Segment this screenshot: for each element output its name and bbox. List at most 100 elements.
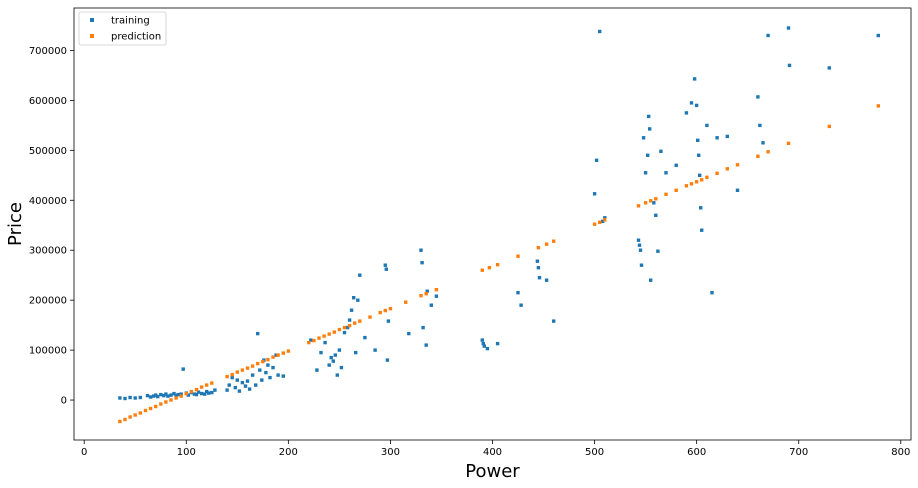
training-point-108 <box>639 263 644 267</box>
legend-marker-training <box>90 18 94 22</box>
prediction-point-74 <box>735 163 740 167</box>
prediction-point-41 <box>353 321 357 325</box>
series-prediction <box>118 104 880 424</box>
training-point-13 <box>166 394 170 398</box>
training-point-2 <box>128 395 132 400</box>
training-point-136 <box>758 123 762 128</box>
prediction-point-40 <box>347 323 352 328</box>
prediction-point-30 <box>281 351 285 355</box>
legend-label-training: training <box>111 16 150 27</box>
prediction-point-36 <box>327 332 331 336</box>
training-point-82 <box>420 261 424 265</box>
training-point-18 <box>179 392 183 396</box>
training-point-30 <box>210 390 214 395</box>
prediction-point-66 <box>674 188 678 192</box>
prediction-point-45 <box>383 308 387 313</box>
training-point-33 <box>227 383 231 387</box>
prediction-point-44 <box>378 310 382 315</box>
training-point-102 <box>598 29 602 34</box>
training-point-10 <box>159 392 163 397</box>
prediction-point-68 <box>689 182 694 186</box>
prediction-point-35 <box>322 334 326 338</box>
training-point-37 <box>237 389 242 393</box>
prediction-point-78 <box>827 124 831 129</box>
training-point-16 <box>174 393 178 398</box>
prediction-point-13 <box>184 391 188 396</box>
prediction-point-61 <box>636 204 641 208</box>
training-point-122 <box>689 101 694 105</box>
training-point-60 <box>329 355 333 360</box>
training-point-35 <box>233 385 237 390</box>
training-point-58 <box>323 340 327 345</box>
training-point-140 <box>787 63 792 68</box>
prediction-point-5 <box>143 408 148 413</box>
prediction-point-19 <box>225 374 229 379</box>
prediction-point-58 <box>592 222 597 226</box>
training-point-105 <box>636 238 641 242</box>
training-point-135 <box>756 95 760 99</box>
training-point-128 <box>699 206 703 210</box>
training-point-34 <box>230 375 234 380</box>
training-point-72 <box>356 298 360 302</box>
x-tick-label-100: 100 <box>177 447 196 458</box>
y-tick-label-500000: 500000 <box>29 146 67 157</box>
training-point-68 <box>347 318 352 322</box>
prediction-point-14 <box>189 389 194 394</box>
training-point-142 <box>876 33 880 38</box>
prediction-point-1 <box>123 417 127 422</box>
training-point-126 <box>697 153 701 157</box>
legend-box <box>78 11 167 46</box>
training-point-99 <box>552 319 556 323</box>
training-point-113 <box>648 127 652 131</box>
prediction-point-2 <box>128 415 132 419</box>
prediction-point-10 <box>169 398 173 402</box>
training-point-21 <box>186 393 190 397</box>
prediction-point-33 <box>312 338 316 343</box>
prediction-point-8 <box>159 402 163 406</box>
training-point-62 <box>333 353 337 357</box>
prediction-point-16 <box>199 385 204 389</box>
training-point-24 <box>194 392 199 397</box>
training-point-87 <box>434 294 439 298</box>
prediction-point-79 <box>876 104 880 108</box>
training-point-81 <box>419 248 423 252</box>
prediction-point-59 <box>598 220 602 224</box>
training-point-116 <box>654 213 658 217</box>
training-point-134 <box>735 188 740 192</box>
prediction-point-26 <box>261 359 265 364</box>
training-point-139 <box>786 26 791 30</box>
prediction-point-76 <box>766 150 770 154</box>
prediction-point-72 <box>715 171 719 175</box>
training-point-51 <box>271 365 275 370</box>
training-point-124 <box>694 103 699 108</box>
training-point-9 <box>156 394 160 399</box>
training-point-66 <box>342 330 347 335</box>
training-point-96 <box>536 266 541 270</box>
training-point-65 <box>339 365 344 370</box>
prediction-point-64 <box>654 197 658 201</box>
prediction-point-69 <box>694 180 699 184</box>
training-point-55 <box>309 338 313 342</box>
training-point-64 <box>337 348 342 352</box>
training-point-91 <box>485 346 490 351</box>
prediction-point-52 <box>487 266 492 270</box>
legend-label-prediction: prediction <box>111 32 161 43</box>
legend-marker-prediction <box>90 34 94 38</box>
training-point-4 <box>138 395 142 400</box>
prediction-point-3 <box>133 413 137 417</box>
training-point-75 <box>373 348 377 352</box>
prediction-point-62 <box>643 201 648 205</box>
training-point-114 <box>649 278 653 282</box>
training-point-115 <box>652 201 656 205</box>
training-point-67 <box>345 325 350 330</box>
training-point-7 <box>151 394 156 398</box>
training-point-76 <box>383 263 387 267</box>
training-point-127 <box>698 173 702 177</box>
y-tick-label-300000: 300000 <box>29 246 67 257</box>
prediction-point-37 <box>332 330 336 334</box>
training-point-138 <box>766 33 770 38</box>
training-point-125 <box>696 138 700 142</box>
prediction-point-73 <box>725 167 729 171</box>
x-tick-label-800: 800 <box>891 447 910 458</box>
